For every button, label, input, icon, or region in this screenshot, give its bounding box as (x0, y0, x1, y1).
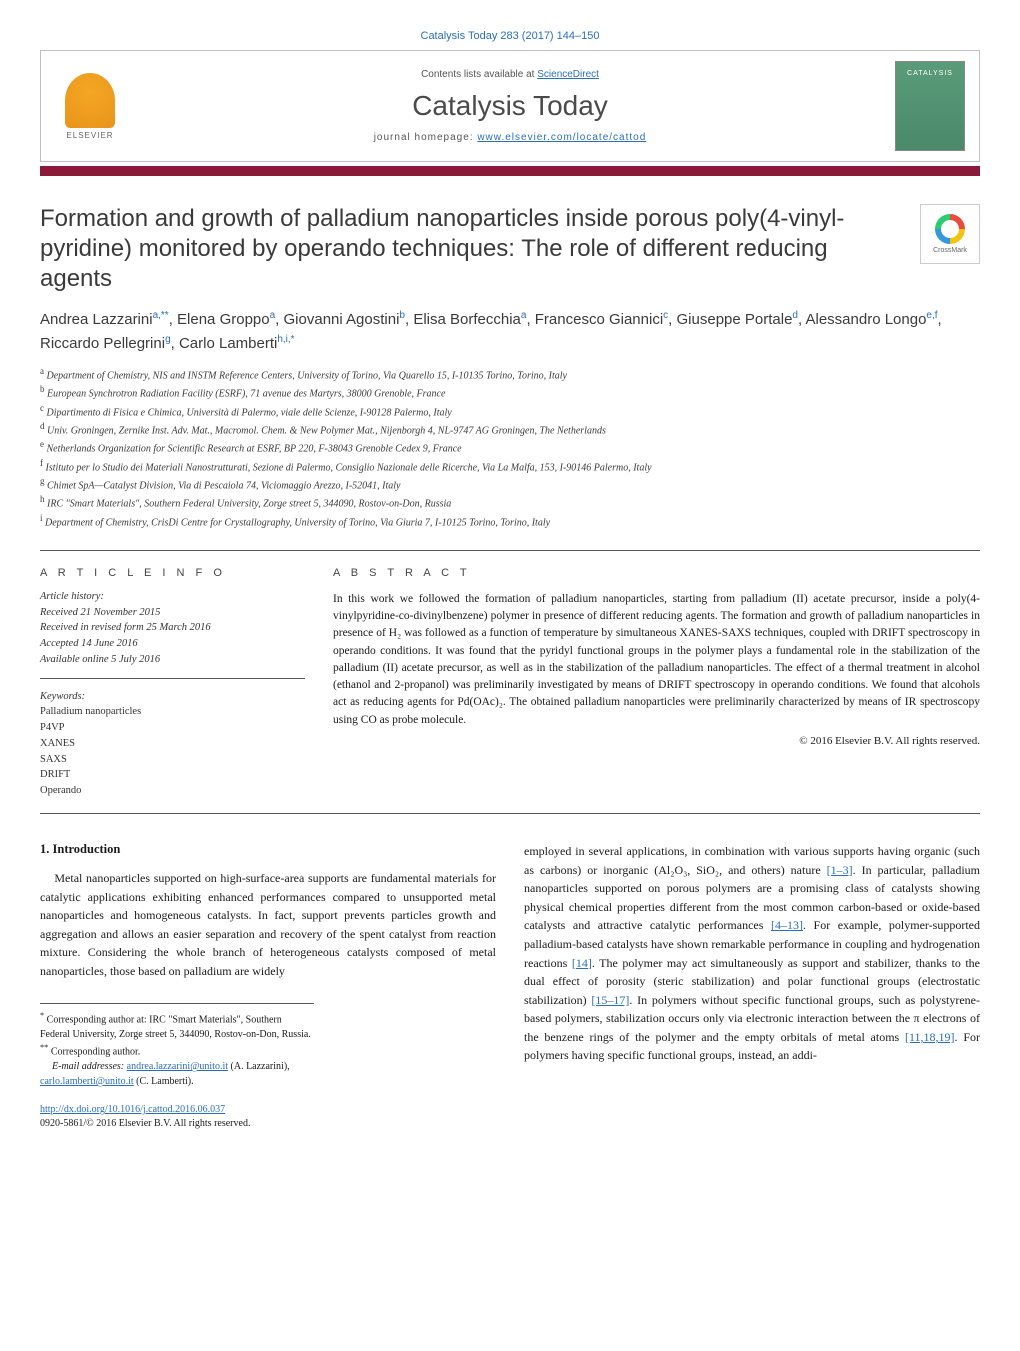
crossmark-icon (935, 214, 965, 244)
intro-heading: 1. Introduction (40, 842, 496, 857)
revised-date: Received in revised form 25 March 2016 (40, 622, 211, 633)
affiliation-item: h IRC "Smart Materials", Southern Federa… (40, 493, 980, 511)
footnotes: * Corresponding author at: IRC "Smart Ma… (40, 1003, 314, 1090)
accepted-date: Accepted 14 June 2016 (40, 638, 138, 649)
received-date: Received 21 November 2015 (40, 607, 160, 618)
ref-link[interactable]: [15–17] (591, 993, 629, 1007)
affiliation-item: b European Synchrotron Radiation Facilit… (40, 383, 980, 401)
affiliation-item: g Chimet SpA—Catalyst Division, Via di P… (40, 475, 980, 493)
corresponding-author-1: * Corresponding author at: IRC "Smart Ma… (40, 1010, 314, 1042)
journal-header: ELSEVIER Contents lists available at Sci… (40, 50, 980, 162)
keywords-block: Keywords: Palladium nanoparticlesP4VPXAN… (40, 689, 305, 799)
keyword-item: SAXS (40, 752, 305, 768)
separator-thin (40, 813, 980, 814)
affiliation-item: e Netherlands Organization for Scientifi… (40, 438, 980, 456)
journal-name: Catalysis Today (125, 90, 895, 122)
keyword-item: DRIFT (40, 767, 305, 783)
journal-reference: Catalysis Today 283 (2017) 144–150 (40, 30, 980, 42)
abstract-label: A B S T R A C T (333, 567, 980, 579)
affiliation-item: a Department of Chemistry, NIS and INSTM… (40, 365, 980, 383)
affiliation-item: f Istituto per lo Studio dei Materiali N… (40, 457, 980, 475)
accent-bar (40, 166, 980, 176)
crossmark-label: CrossMark (933, 247, 967, 254)
keyword-item: XANES (40, 736, 305, 752)
elsevier-logo: ELSEVIER (55, 66, 125, 146)
email-link-1[interactable]: andrea.lazzarini@unito.it (127, 1061, 228, 1072)
affiliation-item: i Department of Chemistry, CrisDi Centre… (40, 512, 980, 530)
keyword-item: P4VP (40, 720, 305, 736)
affiliation-item: c Dipartimento di Fisica e Chimica, Univ… (40, 402, 980, 420)
article-history: Article history: Received 21 November 20… (40, 589, 305, 679)
email-addresses: E-mail addresses: andrea.lazzarini@unito… (40, 1059, 314, 1089)
article-info-label: A R T I C L E I N F O (40, 567, 305, 579)
article-title: Formation and growth of palladium nanopa… (40, 204, 900, 294)
history-header: Article history: (40, 589, 305, 605)
affiliation-item: d Univ. Groningen, Zernike Inst. Adv. Ma… (40, 420, 980, 438)
abstract-copyright: © 2016 Elsevier B.V. All rights reserved… (333, 735, 980, 747)
authors-list: Andrea Lazzarinia,**, Elena Groppoa, Gio… (40, 308, 980, 355)
corresponding-author-2: ** Corresponding author. (40, 1042, 314, 1059)
journal-cover-thumbnail: CATALYSIS (895, 61, 965, 151)
journal-homepage: journal homepage: www.elsevier.com/locat… (125, 132, 895, 143)
email-link-2[interactable]: carlo.lamberti@unito.it (40, 1076, 134, 1087)
ref-link[interactable]: [1–3] (827, 863, 853, 877)
keywords-header: Keywords: (40, 691, 85, 702)
keyword-item: Palladium nanoparticles (40, 704, 305, 720)
elsevier-label: ELSEVIER (66, 131, 113, 140)
doi-block: http://dx.doi.org/10.1016/j.cattod.2016.… (40, 1103, 496, 1131)
homepage-link[interactable]: www.elsevier.com/locate/cattod (477, 132, 646, 143)
contents-available: Contents lists available at ScienceDirec… (125, 69, 895, 80)
intro-para-1: Metal nanoparticles supported on high-su… (40, 869, 496, 981)
ref-link[interactable]: [11,18,19] (905, 1030, 955, 1044)
ref-link[interactable]: [14] (572, 956, 592, 970)
keyword-item: Operando (40, 783, 305, 799)
crossmark-badge[interactable]: CrossMark (920, 204, 980, 264)
cover-title: CATALYSIS (907, 70, 953, 77)
ref-link[interactable]: [4–13] (771, 918, 803, 932)
affiliations-list: a Department of Chemistry, NIS and INSTM… (40, 365, 980, 530)
issn-copyright: 0920-5861/© 2016 Elsevier B.V. All right… (40, 1118, 250, 1129)
abstract-text: In this work we followed the formation o… (333, 591, 980, 729)
intro-para-2: employed in several applications, in com… (524, 842, 980, 1065)
sciencedirect-link[interactable]: ScienceDirect (537, 69, 599, 80)
elsevier-tree-icon (65, 73, 115, 128)
online-date: Available online 5 July 2016 (40, 654, 160, 665)
doi-link[interactable]: http://dx.doi.org/10.1016/j.cattod.2016.… (40, 1104, 225, 1115)
